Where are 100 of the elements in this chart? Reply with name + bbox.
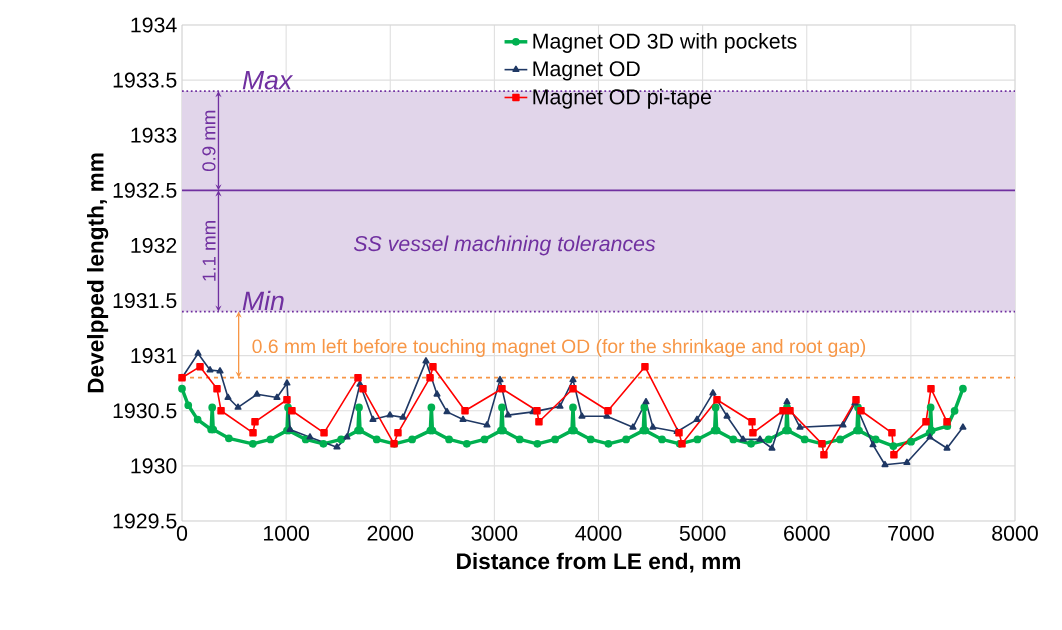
point	[369, 415, 377, 422]
y-tick-label: 1931	[131, 348, 177, 364]
point	[283, 396, 291, 404]
y-axis-title: Develpped length, mm	[87, 153, 109, 393]
point	[213, 384, 221, 393]
y-tick-label: 1929.5	[113, 513, 177, 529]
point	[288, 407, 296, 415]
annotation: 0.9 mm	[202, 110, 216, 172]
point	[959, 423, 967, 430]
point	[569, 384, 577, 393]
point	[433, 390, 441, 397]
x-tick-label: 8000	[992, 525, 1038, 541]
legend-label: Magnet OD 3D with pockets	[533, 33, 797, 53]
point	[429, 362, 437, 371]
point	[273, 393, 281, 400]
point	[504, 411, 512, 418]
point	[249, 429, 257, 437]
point	[922, 418, 930, 426]
point	[426, 373, 434, 382]
point	[251, 418, 259, 426]
point	[216, 367, 224, 374]
point	[535, 418, 543, 426]
point	[354, 373, 362, 382]
point	[498, 384, 506, 393]
ref-line-label: Min	[242, 290, 284, 310]
point	[943, 418, 951, 426]
point	[756, 435, 764, 442]
y-tick-label: 1933	[131, 127, 177, 143]
point	[641, 362, 649, 371]
point	[796, 423, 804, 430]
point	[399, 413, 407, 420]
point	[926, 433, 934, 440]
point	[569, 375, 577, 383]
point	[386, 411, 394, 418]
point	[903, 458, 911, 465]
point	[820, 451, 828, 459]
point	[749, 429, 757, 437]
point	[779, 407, 787, 415]
point	[739, 435, 747, 442]
point	[927, 384, 935, 393]
point	[693, 415, 701, 422]
ref-line-label: Max	[242, 70, 294, 90]
x-tick-label: 3000	[471, 525, 518, 541]
point	[253, 390, 261, 397]
point	[533, 407, 541, 415]
point	[786, 407, 794, 415]
annotation: 1.1 mm	[202, 221, 216, 281]
point	[283, 379, 291, 386]
point	[713, 396, 721, 404]
x-tick-label: 5000	[679, 525, 726, 541]
point	[196, 362, 204, 371]
x-tick-label: 1000	[264, 525, 310, 541]
point	[943, 444, 951, 451]
point	[359, 384, 367, 393]
legend-label: Magnet OD	[533, 61, 640, 81]
point	[206, 365, 214, 373]
point	[333, 443, 341, 450]
y-tick-label: 1930	[131, 458, 177, 474]
point	[783, 397, 791, 405]
point	[217, 407, 225, 415]
point	[461, 407, 469, 415]
point	[496, 375, 504, 383]
x-tick-label: 0	[176, 525, 188, 541]
y-tick-label: 1930.5	[113, 403, 177, 419]
ref-line-label: 0.6 mm left before touching magnet OD (for the shrinkage and root gap)	[252, 338, 866, 357]
point	[888, 429, 896, 437]
x-tick-label: 2000	[367, 525, 414, 541]
point	[881, 460, 889, 468]
x-tick-label: 4000	[575, 525, 622, 541]
point	[869, 440, 877, 448]
point	[723, 412, 731, 419]
point	[459, 415, 467, 422]
point	[556, 402, 564, 409]
point	[320, 429, 328, 437]
legend-label: Magnet OD pi-tape	[533, 88, 711, 109]
y-tick-label: 1934	[131, 17, 177, 33]
point	[483, 421, 491, 428]
point	[629, 423, 637, 430]
band-label: SS vessel machining tolerances	[353, 235, 656, 256]
point	[194, 349, 202, 356]
point	[224, 393, 232, 400]
point	[343, 433, 351, 440]
point	[578, 412, 586, 419]
point	[422, 357, 430, 364]
y-tick-label: 1932	[131, 237, 177, 253]
point	[642, 397, 650, 405]
point	[890, 451, 898, 459]
y-tick-label: 1932.5	[113, 182, 177, 198]
point	[709, 389, 717, 396]
point	[649, 423, 657, 430]
point	[768, 444, 776, 451]
point	[839, 421, 847, 428]
point	[234, 403, 242, 410]
point	[604, 407, 612, 415]
point	[394, 429, 402, 437]
y-tick-label: 1931.5	[113, 293, 177, 309]
y-tick-label: 1933.5	[113, 72, 177, 88]
point	[306, 433, 314, 440]
x-axis-title: Distance from LE end, mm	[457, 552, 741, 573]
point	[443, 407, 451, 415]
